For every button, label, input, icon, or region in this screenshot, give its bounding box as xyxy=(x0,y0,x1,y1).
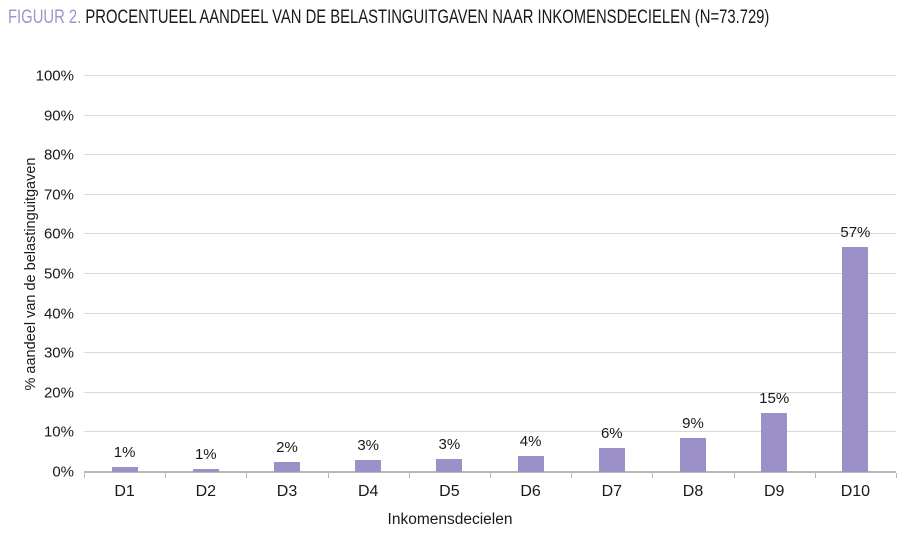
y-tick-label-30: 30% xyxy=(43,344,74,362)
bar-group-D6: 4% xyxy=(517,433,544,472)
bar-value-label-D6: 4% xyxy=(519,433,542,451)
bar-D2 xyxy=(192,469,219,472)
gridline-60 xyxy=(84,233,896,235)
gridline-100 xyxy=(84,75,896,76)
x-tick-label-D7: D7 xyxy=(601,483,623,500)
x-axis-line xyxy=(84,471,896,473)
x-axis-tick-mark xyxy=(571,473,573,478)
y-tick-label-20: 20% xyxy=(43,384,74,402)
bar-group-D8: 9% xyxy=(680,415,706,472)
x-axis-tick-mark xyxy=(652,473,654,478)
bar-value-label-D9: 15% xyxy=(759,390,790,408)
bar-D7 xyxy=(598,448,625,472)
plot-area: 1% 1% 2% 3% 3% 4% 6% 9% 15% 57% xyxy=(84,75,897,478)
bar-D10 xyxy=(842,247,869,472)
chart-title: FIGUUR 2. PROCENTUEEL AANDEEL VAN DE BEL… xyxy=(8,7,769,29)
y-tick-label-0: 0% xyxy=(52,463,74,481)
x-axis-tick-mark xyxy=(327,473,329,478)
bar-D3 xyxy=(274,462,300,472)
bar-group-D9: 15% xyxy=(759,390,789,472)
y-tick-label-40: 40% xyxy=(43,305,74,323)
bar-value-label-D5: 3% xyxy=(438,435,461,453)
x-tick-label-D6: D6 xyxy=(520,483,541,500)
gridline-70 xyxy=(84,193,896,195)
gridline-50 xyxy=(84,273,896,274)
bar-group-D1: 1% xyxy=(111,444,138,472)
gridline-20 xyxy=(84,391,896,393)
gridline-30 xyxy=(84,352,896,354)
bar-D6 xyxy=(517,456,544,472)
x-axis-tick-mark xyxy=(733,473,735,478)
bar-group-D3: 2% xyxy=(274,439,300,472)
bar-group-D5: 3% xyxy=(436,435,463,472)
bar-value-label-D10: 57% xyxy=(840,224,871,242)
y-tick-label-90: 90% xyxy=(43,107,74,125)
bar-group-D7: 6% xyxy=(598,425,625,472)
y-axis-tick-labels: 0% 10% 20% 30% 40% 50% 60% 70% 80% 90% 100% xyxy=(0,68,74,481)
y-tick-label-60: 60% xyxy=(43,225,74,243)
y-tick-label-70: 70% xyxy=(43,186,74,204)
bar-D1 xyxy=(111,467,138,472)
y-tick-label-100: 100% xyxy=(35,67,74,85)
x-axis-tick-mark xyxy=(408,473,410,478)
gridline-90 xyxy=(84,114,896,116)
bar-value-label-D4: 3% xyxy=(357,437,380,455)
y-tick-label-50: 50% xyxy=(43,265,74,283)
bar-D5 xyxy=(436,458,463,472)
gridline-10 xyxy=(84,431,896,433)
x-axis-title: Inkomensdecielen xyxy=(387,511,513,528)
gridline-40 xyxy=(84,312,896,314)
gridline-80 xyxy=(84,154,896,156)
bar-value-label-D7: 6% xyxy=(600,425,623,443)
y-tick-label-10: 10% xyxy=(43,423,74,441)
bar-value-label-D8: 9% xyxy=(682,414,704,432)
x-tick-label-D1: D1 xyxy=(114,483,135,500)
x-tick-label-D9: D9 xyxy=(763,483,785,500)
x-axis-tick-mark xyxy=(246,473,248,478)
x-axis-tick-mark xyxy=(896,473,897,478)
x-axis-tick-mark xyxy=(84,473,85,478)
chart-title-text: PROCENTUEEL AANDEEL VAN DE BELASTINGUITG… xyxy=(81,7,770,28)
bar-D4 xyxy=(355,460,382,472)
bar-group-D2: 1% xyxy=(192,446,219,472)
bar-value-label-D3: 2% xyxy=(276,439,298,457)
y-tick-label-80: 80% xyxy=(43,146,74,164)
x-tick-label-D5: D5 xyxy=(439,483,460,500)
x-axis-tick-labels: D1 D2 D3 D4 D5 D6 D7 D8 D9 D10 xyxy=(84,483,896,503)
bar-group-D4: 3% xyxy=(355,437,382,472)
bar-group-D10: 57% xyxy=(840,224,870,472)
x-tick-label-D2: D2 xyxy=(195,483,217,500)
bar-D9 xyxy=(761,413,788,472)
x-tick-label-D8: D8 xyxy=(682,483,704,500)
x-tick-label-D10: D10 xyxy=(840,483,871,500)
bar-value-label-D1: 1% xyxy=(113,444,136,462)
bar-value-label-D2: 1% xyxy=(194,446,217,464)
x-tick-label-D4: D4 xyxy=(357,483,379,500)
x-axis-tick-mark xyxy=(165,473,167,478)
chart-title-figure-number: FIGUUR 2. xyxy=(8,7,82,28)
x-tick-label-D3: D3 xyxy=(276,483,298,500)
x-axis-tick-mark xyxy=(490,473,491,478)
x-axis-tick-mark xyxy=(814,473,816,478)
bar-D8 xyxy=(680,437,706,472)
